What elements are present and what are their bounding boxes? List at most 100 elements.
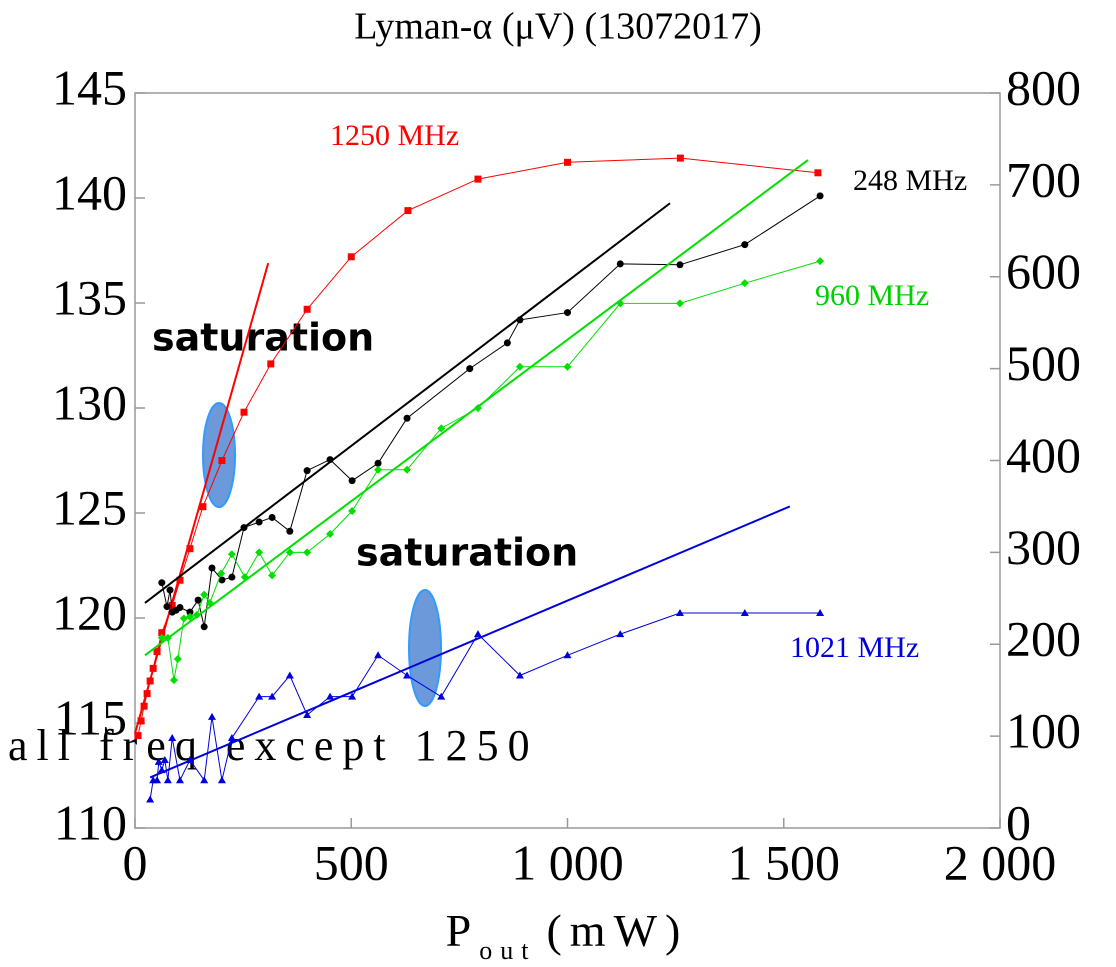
marker: [473, 630, 482, 638]
marker: [348, 507, 357, 516]
marker: [218, 457, 226, 464]
marker: [228, 573, 236, 581]
x-tick-label: 500: [314, 834, 389, 890]
marker: [154, 757, 163, 765]
marker: [255, 692, 264, 700]
marker: [814, 169, 822, 177]
fit-line: [149, 505, 791, 779]
marker: [268, 571, 277, 580]
series-label: 960 MHz: [815, 279, 929, 312]
marker: [240, 573, 249, 582]
marker: [168, 733, 177, 741]
marker: [200, 776, 209, 784]
marker: [676, 261, 684, 269]
marker: [374, 459, 382, 467]
marker: [564, 158, 571, 166]
y-tick-label: 110: [54, 794, 127, 850]
marker: [207, 712, 216, 720]
y2-tick-label: 600: [1006, 243, 1081, 299]
x-axis-label-unit: (mW): [546, 905, 688, 956]
marker: [741, 241, 749, 249]
marker: [173, 654, 182, 663]
marker: [303, 710, 312, 718]
series-label: 1250 MHz: [330, 119, 459, 152]
marker: [146, 795, 155, 803]
fit-line: [144, 202, 671, 604]
series-line: [149, 612, 821, 800]
marker: [168, 601, 176, 609]
marker: [153, 776, 162, 784]
y2-tick-label: 300: [1006, 519, 1081, 575]
marker: [616, 260, 624, 268]
marker: [374, 651, 383, 659]
marker: [404, 207, 412, 215]
chart-title: Lyman-α (μV) (13072017): [354, 6, 762, 48]
marker: [179, 614, 188, 623]
marker: [176, 576, 184, 584]
marker: [616, 630, 625, 638]
x-tick-label: 0: [123, 834, 148, 890]
marker: [515, 362, 524, 371]
marker: [563, 362, 572, 371]
saturation-marker: [408, 589, 442, 707]
marker: [303, 305, 311, 313]
marker: [403, 414, 411, 422]
marker: [740, 609, 749, 617]
marker: [348, 477, 356, 485]
y-tick-label: 140: [52, 164, 127, 220]
marker: [217, 776, 226, 784]
marker: [175, 776, 184, 784]
marker: [157, 633, 166, 642]
marker: [466, 365, 474, 373]
marker: [205, 598, 214, 607]
x-axis-label: Pout (mW): [446, 905, 689, 965]
marker: [140, 702, 148, 710]
marker: [160, 756, 169, 764]
marker: [240, 524, 248, 532]
marker: [227, 733, 236, 741]
marker: [208, 564, 216, 572]
x-tick-label: 1 500: [728, 834, 841, 890]
marker: [217, 569, 226, 578]
marker: [240, 408, 248, 416]
y-tick-label: 115: [54, 689, 127, 745]
saturation-marker: [202, 402, 236, 508]
y2-tick-label: 100: [1006, 703, 1081, 759]
marker: [163, 603, 171, 611]
marker: [516, 316, 524, 324]
marker: [616, 299, 625, 308]
marker: [267, 360, 275, 368]
x-tick-label: 2 000: [944, 834, 1057, 890]
marker: [564, 309, 571, 317]
y2-tick-label: 800: [1006, 59, 1081, 115]
marker: [134, 732, 142, 740]
marker: [255, 548, 264, 557]
marker: [285, 548, 294, 557]
y-tick-label: 125: [52, 479, 127, 535]
marker: [163, 776, 172, 784]
marker: [149, 664, 157, 672]
marker: [199, 503, 207, 511]
marker: [473, 404, 482, 413]
marker: [326, 530, 335, 538]
marker: [816, 609, 825, 617]
marker: [200, 623, 208, 631]
marker: [169, 676, 178, 685]
series-label: 1021 MHz: [790, 631, 919, 664]
marker: [374, 465, 383, 474]
marker: [200, 590, 209, 599]
y2-tick-label: 200: [1006, 611, 1081, 667]
marker: [286, 527, 294, 535]
marker: [158, 629, 166, 637]
annotation: all freq except 1250: [8, 721, 539, 770]
marker: [176, 604, 184, 611]
marker: [192, 610, 201, 619]
x-tick-label: 1 000: [511, 834, 624, 890]
marker: [326, 692, 335, 700]
marker: [194, 596, 202, 604]
x-axis-label-main: P: [446, 905, 480, 956]
marker: [158, 579, 166, 587]
marker: [403, 671, 412, 679]
marker: [326, 456, 334, 464]
